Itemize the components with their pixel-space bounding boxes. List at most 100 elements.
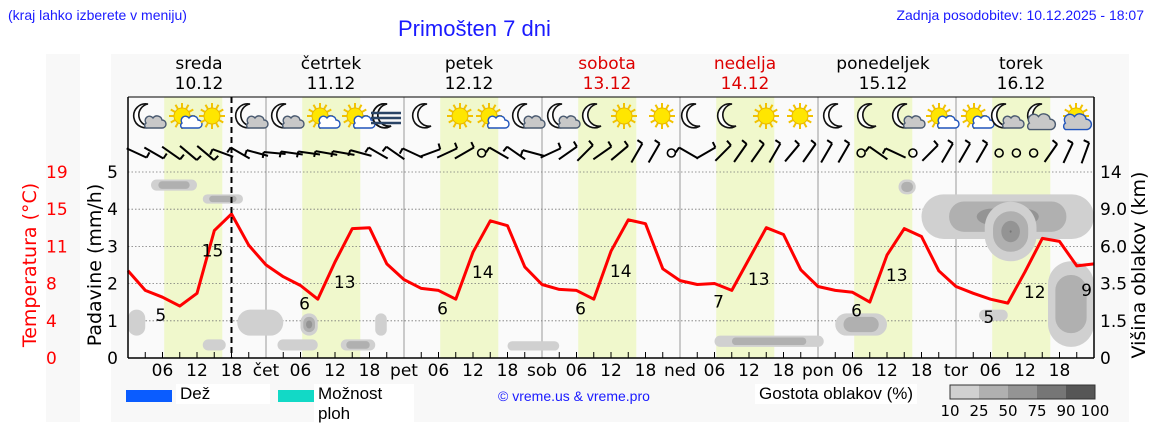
- precip-tick-label: 3: [107, 237, 118, 257]
- day-abbr-label: ned: [664, 361, 696, 381]
- density-swatch: [1008, 385, 1037, 399]
- cloud-height-axis-title: Višina oblakov (km): [1128, 172, 1150, 359]
- temperature-label: 6: [299, 294, 310, 314]
- cloud-density-label: Gostota oblakov (%): [755, 384, 918, 404]
- sun-icon: [611, 103, 637, 129]
- moon-icon: [822, 102, 843, 129]
- temperature-label: 13: [748, 270, 770, 290]
- cloud-height-tick-label: 6.0: [1100, 237, 1127, 257]
- density-swatch: [1066, 385, 1095, 399]
- wind-barb-icon: [398, 147, 424, 159]
- wind-barb-icon: [364, 146, 389, 160]
- day-date: 11.12: [307, 74, 356, 94]
- temperature-label: 9: [1081, 281, 1092, 301]
- calm-wind-icon: [908, 148, 918, 158]
- sun-cloud-icon: [342, 103, 376, 129]
- cloud-density-area: [346, 341, 370, 349]
- wind-barb-icon: [820, 139, 833, 164]
- precip-tick-label: 4: [107, 200, 118, 220]
- density-tick-label: 25: [969, 402, 988, 420]
- sun-heavy-cloud-icon: [1063, 103, 1093, 131]
- density-swatch: [950, 385, 979, 399]
- sun-cloud-icon: [926, 103, 960, 129]
- day-name: sobota: [578, 54, 636, 74]
- x-tick-label: 06: [566, 361, 588, 381]
- wind-barb-icon: [802, 139, 817, 163]
- copyright-link[interactable]: © vreme.us & vreme.pro: [498, 388, 650, 404]
- rain-label: Dež: [176, 384, 270, 404]
- wind-barb-icon: [278, 150, 303, 158]
- x-tick-label: 18: [359, 361, 381, 381]
- wind-barb-icon: [179, 145, 202, 161]
- wind-barb-icon: [674, 146, 699, 160]
- precip-tick-label: 5: [107, 163, 118, 183]
- cloud-height-tick-label: 14: [1100, 163, 1122, 183]
- wind-barb-icon: [1062, 139, 1074, 164]
- wind-barb-icon: [921, 140, 939, 162]
- cloud-density-area: [277, 339, 318, 351]
- cloud-density-area: [237, 309, 284, 336]
- moon-fog-icon: [371, 102, 401, 129]
- day-date: 13.12: [583, 74, 632, 94]
- cloud-density-area: [306, 320, 313, 329]
- storm-swatch: [278, 390, 324, 402]
- wind-barb-icon: [714, 140, 732, 162]
- cloud-density-area: [901, 181, 913, 192]
- moon-icon: [716, 102, 737, 129]
- day-abbr-label: tor: [944, 361, 968, 381]
- wind-barb-icon: [126, 147, 151, 159]
- temperature-line: [126, 212, 1095, 308]
- x-tick-label: 18: [221, 361, 243, 381]
- cloud-density-area: [1055, 274, 1087, 334]
- wind-barb-icon: [330, 150, 355, 158]
- x-tick-label: 12: [738, 361, 760, 381]
- wind-barb-icon: [837, 139, 851, 164]
- day-date: 15.12: [859, 74, 908, 94]
- storm-label: Možnost ploh: [314, 384, 414, 424]
- cloud-density-area: [1009, 230, 1012, 233]
- cloud-height-tick-label: 0: [1100, 349, 1111, 369]
- temperature-label: 5: [983, 308, 994, 328]
- day-date: 10.12: [175, 74, 224, 94]
- x-tick-label: 12: [186, 361, 208, 381]
- wind-barb-icon: [436, 142, 459, 159]
- density-swatch: [1037, 385, 1066, 399]
- sun-cloud-icon: [169, 103, 203, 129]
- wind-barb-icon: [647, 139, 661, 164]
- wind-barb-icon: [485, 146, 509, 160]
- wind-barb-icon: [750, 139, 765, 163]
- moon-cloud-icon: [511, 102, 546, 129]
- x-tick-label: 06: [704, 361, 726, 381]
- wind-barb-icon: [768, 139, 782, 164]
- temperature-label: 15: [202, 242, 224, 262]
- x-tick-label: 18: [497, 361, 519, 381]
- day-abbr-label: pon: [802, 361, 834, 381]
- sun-icon: [199, 103, 225, 129]
- temperature-label: 6: [851, 301, 862, 321]
- x-tick-label: 06: [152, 361, 174, 381]
- day-name: četrtek: [301, 54, 362, 74]
- temp-tick-label: 4: [46, 312, 57, 332]
- daylight-band: [440, 97, 499, 358]
- wind-barb-icon: [1080, 139, 1091, 164]
- sun-icon: [649, 103, 675, 129]
- sun-cloud-icon: [476, 103, 510, 129]
- temp-tick-label: 15: [46, 200, 68, 220]
- temp-tick-label: 8: [46, 275, 57, 295]
- cloud-density-area: [209, 195, 237, 203]
- day-abbr-label: čet: [253, 361, 280, 381]
- sun-icon: [447, 103, 473, 129]
- moon-icon: [581, 102, 602, 129]
- day-name: ponedeljek: [836, 54, 930, 74]
- day-name: torek: [999, 54, 1043, 74]
- wind-barb-icon: [196, 145, 219, 161]
- moon-cloud-icon: [270, 102, 305, 129]
- calm-wind-icon: [476, 148, 487, 158]
- temperature-label: 5: [155, 306, 166, 326]
- cloud-height-tick-label: 1.5: [1100, 312, 1127, 332]
- density-tick-label: 100: [1081, 402, 1110, 420]
- wind-barb-icon: [864, 145, 888, 161]
- sun-cloud-icon: [307, 103, 341, 129]
